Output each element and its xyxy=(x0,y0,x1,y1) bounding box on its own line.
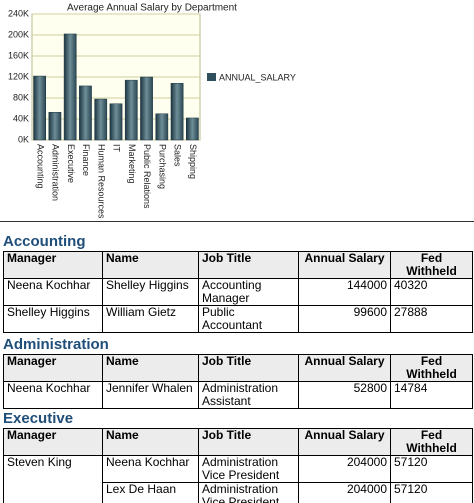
table-cell: Administration Vice President xyxy=(198,455,299,483)
bar xyxy=(79,85,92,141)
section-title: Administration xyxy=(3,336,109,353)
section: Administration Manager Name Job Title Annual… xyxy=(3,336,473,409)
manager-cell: Steven King xyxy=(3,455,103,503)
table-cell: Public Accountant xyxy=(198,305,299,333)
bar xyxy=(33,75,46,141)
y-tick-label: 160K xyxy=(8,50,29,60)
y-tick-label: 240K xyxy=(8,8,29,18)
column-header: Manager xyxy=(3,428,103,456)
bar xyxy=(109,103,123,141)
manager-cell: Neena Kochhar xyxy=(3,381,103,409)
x-tick-label: Purchasing xyxy=(157,144,167,189)
column-header: Name xyxy=(102,354,199,382)
section-title: Executive xyxy=(3,410,74,427)
column-header: Annual Salary xyxy=(298,354,391,382)
table-cell: 99600 xyxy=(298,305,391,333)
table-cell: 57120 xyxy=(390,482,473,503)
table-row: Shelley Higgins William Gietz Public Accou… xyxy=(3,305,473,333)
bar xyxy=(94,98,108,141)
table-cell: Shelley Higgins xyxy=(102,278,199,306)
chart-title: Average Annual Salary by Department xyxy=(67,3,237,14)
legend-swatch xyxy=(207,73,216,81)
manager-cell: Neena Kochhar xyxy=(3,278,103,306)
table-cell: Accounting Manager xyxy=(198,278,299,306)
column-header: Fed Withheld xyxy=(390,428,473,456)
x-tick-label: Finance xyxy=(81,144,91,176)
bar xyxy=(48,112,62,141)
column-header: Annual Salary xyxy=(298,251,391,279)
table-cell: Lex De Haan xyxy=(102,482,199,503)
x-tick-label: Human Resources xyxy=(96,144,106,219)
column-header: Fed Withheld xyxy=(390,251,473,279)
x-tick-label: Administration xyxy=(51,144,61,201)
table-row: Lex De Haan Administration Vice President… xyxy=(4,482,473,503)
bar xyxy=(170,83,184,141)
table-cell: Administration Vice President xyxy=(198,482,299,503)
table-cell: 204000 xyxy=(298,482,391,503)
column-header: Annual Salary xyxy=(298,428,391,456)
legend-label: ANNUAL_SALARY xyxy=(219,72,296,82)
table-row: Neena Kochhar Shelley Higgins Accounting M… xyxy=(3,278,473,306)
table-row: Steven King Neena Kochhar Administration V… xyxy=(3,455,473,503)
y-tick-label: 80K xyxy=(13,92,29,102)
table-cell: Administration Assistant xyxy=(198,381,299,409)
table-cell: 27888 xyxy=(390,305,473,333)
data-table: Manager Name Job Title Annual Salary Fed Wit… xyxy=(3,428,473,503)
header-row: Manager Name Job Title Annual Salary Fed Wit… xyxy=(3,428,473,456)
y-tick-label: 40K xyxy=(13,113,29,123)
table-cell: William Gietz xyxy=(102,305,199,333)
manager-cell: Shelley Higgins xyxy=(3,305,103,333)
section-title: Accounting xyxy=(3,233,86,250)
bar xyxy=(155,113,169,141)
header-row: Manager Name Job Title Annual Salary Fed Wit… xyxy=(3,251,473,279)
table-cell: Jennifer Whalen xyxy=(102,381,199,409)
bar xyxy=(140,76,153,141)
column-header: Name xyxy=(102,251,199,279)
bar xyxy=(186,117,199,141)
column-header: Job Title xyxy=(198,354,299,382)
header-row: Manager Name Job Title Annual Salary Fed Wit… xyxy=(3,354,473,382)
column-header: Fed Withheld xyxy=(390,354,473,382)
table-row: Neena Kochhar Jennifer Whalen Administrati… xyxy=(3,381,473,409)
divider xyxy=(0,221,474,222)
table-cell: Neena Kochhar xyxy=(102,455,199,483)
x-tick-label: Executive xyxy=(66,144,76,183)
x-tick-label: Accounting xyxy=(35,144,45,189)
bar xyxy=(124,79,138,141)
table-cell: 40320 xyxy=(390,278,473,306)
y-tick-label: 0K xyxy=(18,134,29,144)
table-cell: 144000 xyxy=(298,278,391,306)
data-table: Manager Name Job Title Annual Salary Fed Wit… xyxy=(3,251,473,333)
x-tick-label: Shipping xyxy=(188,144,198,179)
table-cell: 204000 xyxy=(298,455,391,483)
column-header: Job Title xyxy=(198,251,299,279)
section: Accounting Manager Name Job Title Annual Sal… xyxy=(3,233,473,333)
y-tick-label: 200K xyxy=(8,29,29,39)
x-tick-label: Public Relations xyxy=(142,144,152,209)
table-cell: 52800 xyxy=(298,381,391,409)
data-table: Manager Name Job Title Annual Salary Fed Wit… xyxy=(3,354,473,409)
column-header: Manager xyxy=(3,354,103,382)
column-header: Job Title xyxy=(198,428,299,456)
x-tick-label: Marketing xyxy=(127,144,137,184)
y-tick-label: 120K xyxy=(8,71,29,81)
column-header: Manager xyxy=(3,251,103,279)
bar xyxy=(63,33,77,141)
table-cell: 14784 xyxy=(390,381,473,409)
column-header: Name xyxy=(102,428,199,456)
x-tick-label: Sales xyxy=(173,144,183,167)
x-tick-label: IT xyxy=(112,144,122,153)
chart: Average Annual Salary by Department 0K 40… xyxy=(8,3,296,219)
section: Executive Manager Name Job Title Annual Sala… xyxy=(3,410,473,503)
table-cell: 57120 xyxy=(390,455,473,483)
